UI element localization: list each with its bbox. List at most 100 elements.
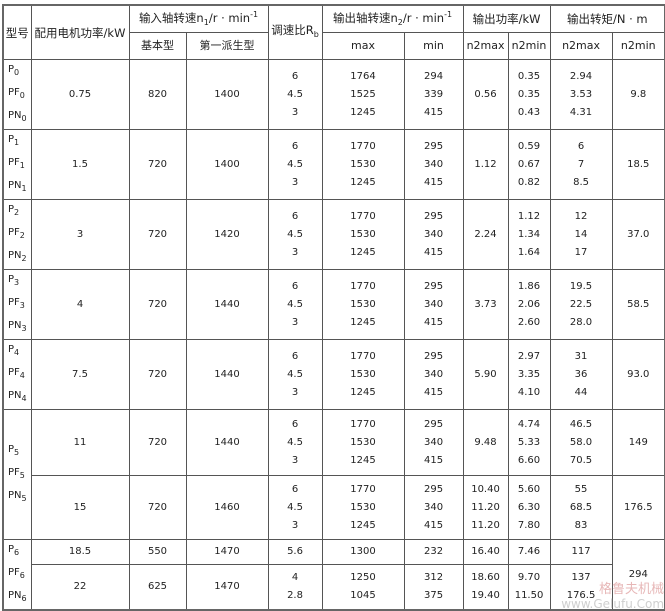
tmax-cell: 6 7 8.5 bbox=[549, 129, 613, 200]
model-cell: P0 PF0 PN0 bbox=[2, 59, 32, 130]
cell-value: 6 bbox=[291, 483, 299, 495]
cell-value: 415 bbox=[423, 519, 444, 531]
power-cell: 11 bbox=[30, 409, 130, 476]
table-row: P5 PF5 PN5 11 720 1440 6 4.5 3 1770 1530 1245 295 340… bbox=[2, 409, 665, 540]
subheader-derived: 第一派生型 bbox=[185, 32, 269, 60]
model-base: PF bbox=[8, 367, 20, 378]
model-base: P bbox=[8, 444, 15, 455]
cell-value: 3 bbox=[291, 316, 299, 328]
model-base: PF bbox=[8, 567, 20, 578]
model-name: PF2 bbox=[8, 223, 31, 246]
cell-value: 1770 bbox=[350, 483, 376, 495]
n2max-cell: 1770 1530 1245 bbox=[321, 129, 405, 200]
n2min-cell: 295 340 415 bbox=[403, 475, 464, 540]
model-sub: 6 bbox=[19, 571, 25, 580]
model-sub: 5 bbox=[14, 448, 20, 457]
cell-value: 1245 bbox=[350, 176, 376, 188]
cell-value: 31 bbox=[574, 350, 588, 362]
tmax-cell: 31 36 44 bbox=[549, 339, 613, 410]
cell-value: 1245 bbox=[350, 386, 376, 398]
cell-value: 4.10 bbox=[517, 386, 541, 398]
cell-value: 340 bbox=[423, 368, 444, 380]
tmin-cell: 18.5 bbox=[611, 129, 665, 200]
n2min-cell: 232 bbox=[403, 538, 464, 566]
derived-cell: 1460 bbox=[185, 475, 269, 540]
n2max-cell: 1770 1530 1245 bbox=[321, 339, 405, 410]
model-sub: 5 bbox=[21, 494, 27, 503]
tmin-cell: 176.5 bbox=[611, 475, 665, 540]
cell-value: 1530 bbox=[350, 368, 376, 380]
derived-cell: 1470 bbox=[185, 564, 269, 611]
basic-cell: 625 bbox=[128, 564, 187, 611]
basic-cell: 820 bbox=[128, 59, 187, 130]
tmax-cell: 12 14 17 bbox=[549, 199, 613, 270]
model-base: P bbox=[8, 344, 15, 355]
pmax-cell: 18.60 19.40 bbox=[462, 564, 509, 611]
cell-value: 9.48 bbox=[474, 436, 497, 448]
cell-value: 6 bbox=[291, 140, 299, 152]
model-name: PF6 bbox=[8, 563, 31, 586]
pmax-cell: 5.90 bbox=[462, 339, 509, 410]
cell-value: 0.59 bbox=[517, 140, 541, 152]
cell-value: 8.5 bbox=[573, 176, 589, 188]
model-base: P bbox=[8, 134, 15, 145]
watermark-url: www.Gelufu.Com bbox=[561, 597, 665, 611]
cell-value: 83 bbox=[574, 519, 588, 531]
power-cell: 7.5 bbox=[30, 339, 130, 410]
cell-value: 1530 bbox=[350, 158, 376, 170]
model-sub: 1 bbox=[19, 161, 25, 170]
model-cell: P5 PF5 PN5 bbox=[2, 409, 32, 540]
cell-value: 2.60 bbox=[517, 316, 541, 328]
model-name: PF0 bbox=[8, 83, 31, 106]
model-base: PN bbox=[8, 110, 22, 121]
basic-cell: 550 bbox=[128, 538, 187, 566]
cell-value: 1245 bbox=[350, 246, 376, 258]
cell-value: 339 bbox=[423, 88, 444, 100]
model-base: P bbox=[8, 544, 15, 555]
cell-value: 415 bbox=[423, 386, 444, 398]
model-sub: 4 bbox=[19, 371, 25, 380]
model-name: PN2 bbox=[8, 246, 31, 269]
subheader-power-n2min: n2min bbox=[507, 32, 551, 60]
cell-value: 9.70 bbox=[517, 572, 541, 584]
cell-value: 6 bbox=[291, 418, 299, 430]
model-base: PF bbox=[8, 227, 20, 238]
cell-value: 3 bbox=[291, 176, 299, 188]
model-base: PN bbox=[8, 320, 22, 331]
model-sub: 4 bbox=[14, 348, 20, 357]
ratio-cell: 6 4.5 3 bbox=[267, 199, 323, 270]
model-sub: 2 bbox=[14, 208, 20, 217]
cell-value: 1245 bbox=[350, 106, 376, 118]
header-output-power: 输出功率/kW bbox=[462, 4, 551, 33]
spec-table-container: 型号 配用电机功率/kW 输入轴转速n1/r · min-1 调速比Rb 输出轴… bbox=[2, 4, 665, 611]
model-name: P1 bbox=[8, 130, 31, 153]
cell-value: 36 bbox=[574, 368, 588, 380]
model-base: PF bbox=[8, 467, 20, 478]
cell-value: 70.5 bbox=[569, 454, 593, 466]
model-cell: P3 PF3 PN3 bbox=[2, 269, 32, 340]
pmax-cell: 2.24 bbox=[462, 199, 509, 270]
cell-value: 10.40 bbox=[471, 483, 500, 495]
cell-value: 0.82 bbox=[517, 176, 541, 188]
tmin-cell: 149 bbox=[611, 409, 665, 476]
cell-value: 11.50 bbox=[514, 590, 544, 602]
cell-value: 4.5 bbox=[287, 298, 303, 310]
header-text: 输入轴转速n bbox=[138, 11, 204, 25]
cell-value: 4.5 bbox=[287, 368, 303, 380]
derived-cell: 1400 bbox=[185, 129, 269, 200]
cell-value: 0.35 bbox=[517, 88, 541, 100]
tmin-cell: 58.5 bbox=[611, 269, 665, 340]
cell-value: 1045 bbox=[350, 590, 376, 602]
basic-cell: 720 bbox=[128, 269, 187, 340]
model-name: PN3 bbox=[8, 316, 31, 339]
power-cell: 4 bbox=[30, 269, 130, 340]
header-sup: -1 bbox=[444, 10, 453, 19]
table-row: 15 720 1460 6 4.5 3 1770 1530 1245 295 340 415 10.40… bbox=[3, 475, 665, 540]
basic-cell: 720 bbox=[128, 475, 187, 540]
cell-value: 68.5 bbox=[569, 501, 593, 513]
model-sub: 0 bbox=[21, 114, 27, 123]
model-base: PN bbox=[8, 390, 22, 401]
model-name: P4 bbox=[8, 340, 31, 363]
cell-value: 3 bbox=[291, 246, 299, 258]
model-base: PN bbox=[8, 250, 22, 261]
